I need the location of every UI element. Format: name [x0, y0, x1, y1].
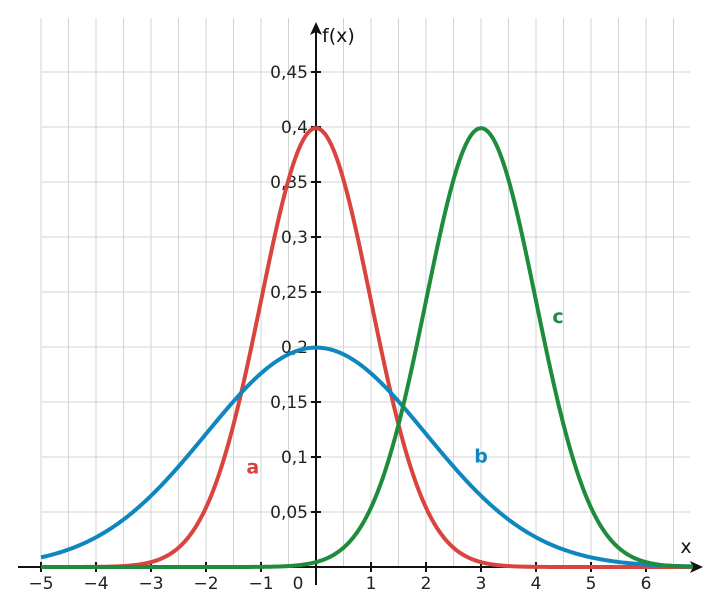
y-axis-label: f(x): [322, 25, 355, 47]
curve-label-b: b: [474, 446, 488, 468]
x-tick-label: −4: [83, 574, 108, 594]
x-tick-label: 4: [531, 574, 542, 594]
x-axis-arrow: [690, 561, 703, 573]
x-tick-label: −3: [138, 574, 163, 594]
y-tick-label: 0,3: [281, 228, 308, 248]
x-tick-label: −5: [28, 574, 53, 594]
x-tick-label: −1: [248, 574, 273, 594]
x-tick-label: 6: [641, 574, 652, 594]
y-tick-label: 0,45: [270, 63, 308, 83]
curve-b: [40, 345, 694, 569]
x-tick-label: −2: [193, 574, 218, 594]
ticks: −5 −4 −3 −2 −1 0 1 2 3 4 5 60,050,10,150,20,250,30,…: [28, 63, 651, 594]
grid: [40, 18, 690, 567]
labels: a b c: [246, 306, 563, 479]
curve-label-a: a: [246, 457, 259, 479]
y-tick-label: 0,15: [270, 393, 308, 413]
curve-label-c: c: [552, 306, 563, 328]
curves: [40, 126, 694, 569]
x-tick-label: 2: [421, 574, 432, 594]
y-tick-label: 0,05: [270, 503, 308, 523]
y-tick-label: 0,4: [281, 118, 308, 138]
x-tick-label: 0: [293, 574, 304, 594]
x-tick-label: 1: [366, 574, 377, 594]
y-tick-label: 0,1: [281, 448, 308, 468]
x-tick-label: 5: [586, 574, 597, 594]
y-axis-arrow: [310, 22, 322, 35]
curve-c: [40, 126, 694, 569]
y-tick-label: 0,25: [270, 283, 308, 303]
x-tick-label: 3: [476, 574, 487, 594]
axes: [18, 22, 703, 585]
curve-a: [40, 126, 694, 569]
x-axis-label: x: [680, 536, 691, 558]
